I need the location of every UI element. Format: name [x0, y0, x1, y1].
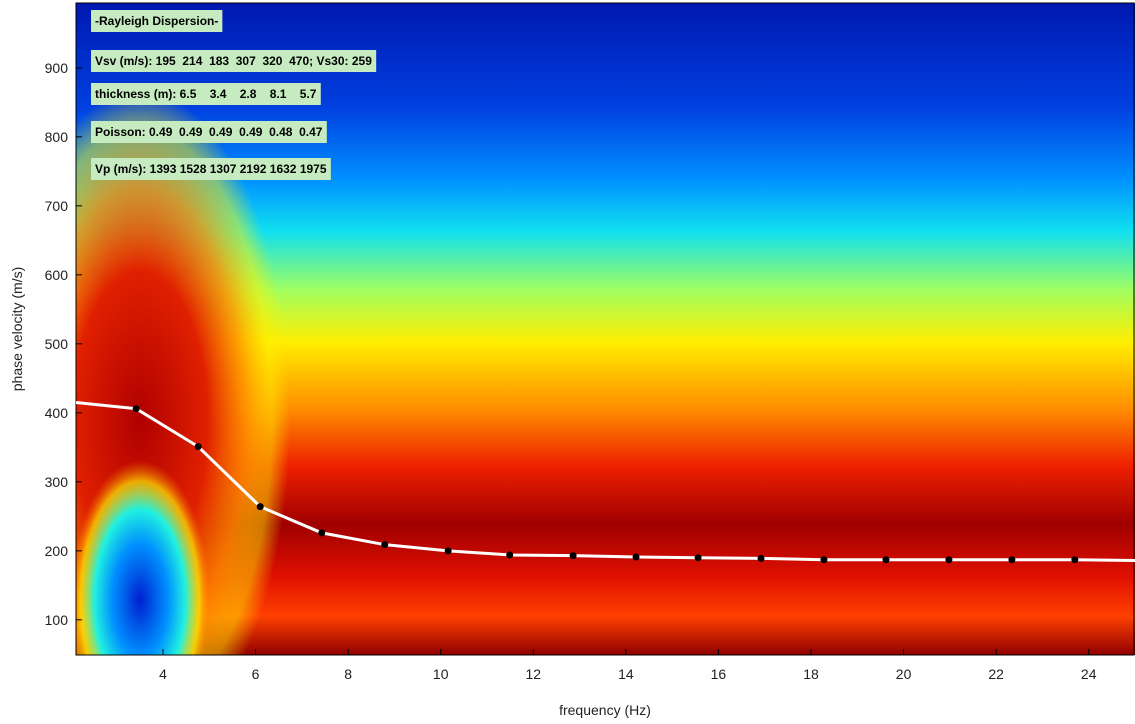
- x-axis-label: frequency (Hz): [559, 702, 651, 718]
- y-tick-label: 700: [45, 198, 69, 214]
- annotation: Poisson: 0.49 0.49 0.49 0.49 0.48 0.47: [95, 125, 323, 139]
- data-point: [506, 551, 514, 559]
- y-axis-label: phase velocity (m/s): [9, 267, 25, 391]
- annotation: -Rayleigh Dispersion-: [95, 14, 218, 28]
- x-tick-label: 16: [711, 666, 727, 682]
- x-tick-label: 20: [896, 666, 912, 682]
- y-tick-label: 400: [45, 405, 69, 421]
- y-tick-label: 900: [45, 60, 69, 76]
- annotation: Vp (m/s): 1393 1528 1307 2192 1632 1975: [95, 162, 327, 176]
- data-point: [1071, 556, 1079, 564]
- y-tick-label: 100: [45, 612, 69, 628]
- data-point: [381, 541, 389, 549]
- dispersion-image: [76, 3, 1135, 655]
- x-tick-label: 18: [803, 666, 819, 682]
- y-tick-label: 600: [45, 267, 69, 283]
- annotation-box: [91, 158, 331, 180]
- data-point: [694, 554, 702, 562]
- data-point: [757, 554, 765, 562]
- dispersion-curve: [75, 400, 1135, 562]
- annotation-box: [91, 10, 223, 32]
- x-tick-label: 4: [159, 666, 167, 682]
- data-point: [132, 405, 140, 413]
- data-point: [256, 503, 264, 511]
- annotation-box: [91, 83, 321, 105]
- annotation-box: [91, 50, 377, 72]
- x-tick-label: 10: [433, 666, 449, 682]
- data-point: [632, 553, 640, 561]
- y-tick-label: 800: [45, 129, 69, 145]
- data-point: [820, 556, 828, 564]
- x-tick-label: 6: [252, 666, 260, 682]
- x-tick-label: 12: [526, 666, 542, 682]
- annotation-box: [91, 121, 327, 143]
- annotation: Vsv (m/s): 195 214 183 307 320 470; Vs30…: [95, 54, 372, 68]
- x-tick-label: 14: [618, 666, 634, 682]
- data-point: [444, 547, 452, 555]
- y-tick-label: 500: [45, 336, 69, 352]
- data-point: [882, 556, 890, 564]
- data-point: [945, 556, 953, 564]
- plot-frame: [75, 2, 1135, 656]
- y-tick-label: 200: [45, 543, 69, 559]
- y-tick-label: 300: [45, 474, 69, 490]
- data-point: [318, 529, 326, 537]
- data-point: [194, 443, 202, 451]
- data-point: [1008, 556, 1016, 564]
- data-point: [569, 552, 577, 560]
- x-tick-label: 8: [344, 666, 352, 682]
- annotation: thickness (m): 6.5 3.4 2.8 8.1 5.7: [95, 87, 317, 101]
- x-tick-label: 24: [1081, 666, 1097, 682]
- annotations: -Rayleigh Dispersion- Vsv (m/s): 195 214 …: [91, 10, 377, 180]
- x-tick-label: 22: [988, 666, 1004, 682]
